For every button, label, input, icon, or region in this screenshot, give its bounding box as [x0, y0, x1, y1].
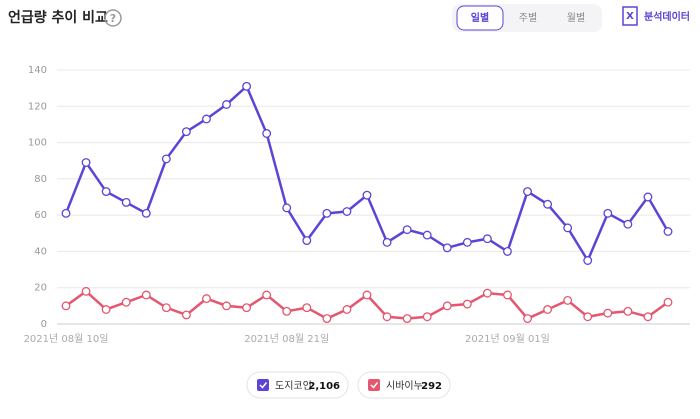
data-point — [61, 301, 71, 311]
data-point — [382, 237, 392, 247]
export-icon-x: X — [626, 11, 634, 22]
data-point — [503, 246, 512, 256]
data-point — [282, 306, 292, 316]
data-point — [362, 290, 372, 300]
x-tick-label: 2021년 08월 10일 — [24, 333, 109, 345]
data-point — [101, 305, 111, 314]
data-point — [61, 208, 71, 218]
data-point — [563, 223, 573, 233]
y-tick-label: 100 — [28, 138, 47, 149]
legend-label: 시바이누 — [386, 380, 423, 392]
tab[interactable]: 월별 — [567, 12, 585, 24]
legend-swatch — [368, 379, 380, 391]
y-tick-label: 20 — [34, 283, 47, 294]
data-point — [442, 301, 452, 311]
data-point — [222, 100, 231, 109]
y-tick-label: 40 — [34, 246, 47, 257]
data-point — [322, 208, 332, 218]
data-point — [523, 314, 532, 324]
data-point — [121, 297, 131, 307]
data-point — [121, 197, 131, 207]
data-point — [583, 312, 593, 322]
data-point — [161, 303, 171, 313]
tab-active[interactable] — [456, 5, 504, 31]
data-point — [242, 303, 252, 313]
tab[interactable]: 주별 — [519, 12, 537, 24]
data-point — [543, 305, 553, 314]
data-point — [141, 290, 151, 300]
data-point — [623, 306, 633, 316]
series-line — [64, 84, 670, 264]
data-point — [462, 237, 472, 247]
export-icon[interactable] — [622, 6, 638, 26]
data-point — [603, 208, 613, 218]
data-point — [523, 187, 532, 197]
data-point — [482, 288, 492, 298]
data-point — [262, 129, 272, 138]
legend-item[interactable] — [357, 371, 451, 399]
export-button[interactable]: 분석데이터 — [644, 10, 690, 23]
data-point — [181, 127, 191, 137]
data-point — [302, 236, 312, 245]
y-tick-label: 60 — [34, 210, 47, 221]
data-point — [382, 312, 392, 322]
data-point — [422, 230, 432, 240]
legend-label: 도지코인 — [275, 380, 312, 392]
y-tick-label: 120 — [28, 101, 47, 112]
help-icon[interactable] — [104, 9, 122, 27]
y-tick-label: 140 — [28, 65, 47, 76]
data-point — [543, 199, 553, 209]
title: 언급량 추이 비교 — [8, 9, 108, 26]
data-point — [623, 219, 633, 229]
data-point — [583, 256, 593, 265]
y-tick-label: 0 — [41, 319, 47, 330]
data-point — [663, 297, 673, 307]
legend-item[interactable] — [246, 371, 349, 399]
data-point — [81, 158, 91, 167]
help-text: ? — [110, 12, 116, 25]
data-point — [503, 290, 512, 300]
data-point — [282, 203, 292, 213]
data-point — [181, 310, 191, 320]
tab[interactable]: 일별 — [471, 11, 489, 24]
data-point — [482, 234, 492, 244]
data-point — [222, 301, 231, 311]
data-point — [402, 314, 412, 324]
data-point — [643, 192, 653, 202]
data-point — [202, 114, 211, 124]
legend-total: 2,106 — [308, 381, 340, 392]
legend-swatch — [257, 379, 269, 391]
data-point — [101, 187, 111, 197]
data-point — [161, 154, 171, 164]
legend-check — [370, 382, 379, 389]
data-point — [322, 314, 332, 324]
data-point — [342, 207, 352, 216]
data-point — [342, 305, 352, 314]
data-point — [442, 243, 452, 253]
data-point — [402, 225, 412, 235]
data-point — [422, 312, 432, 322]
data-point — [603, 308, 613, 318]
data-point — [262, 290, 272, 300]
data-point — [663, 227, 673, 236]
data-point — [81, 286, 91, 296]
data-point — [462, 299, 472, 309]
data-point — [202, 294, 211, 304]
data-point — [362, 190, 372, 200]
legend-total: 292 — [421, 381, 442, 392]
legend-check — [259, 382, 268, 389]
data-point — [302, 303, 312, 313]
data-point — [242, 81, 252, 91]
data-point — [563, 295, 573, 305]
data-point — [141, 208, 151, 218]
x-tick-label: 2021년 09월 01일 — [465, 333, 550, 345]
x-tick-label: 2021년 08월 21일 — [244, 333, 329, 345]
data-point — [643, 312, 653, 322]
y-tick-label: 80 — [34, 174, 47, 185]
